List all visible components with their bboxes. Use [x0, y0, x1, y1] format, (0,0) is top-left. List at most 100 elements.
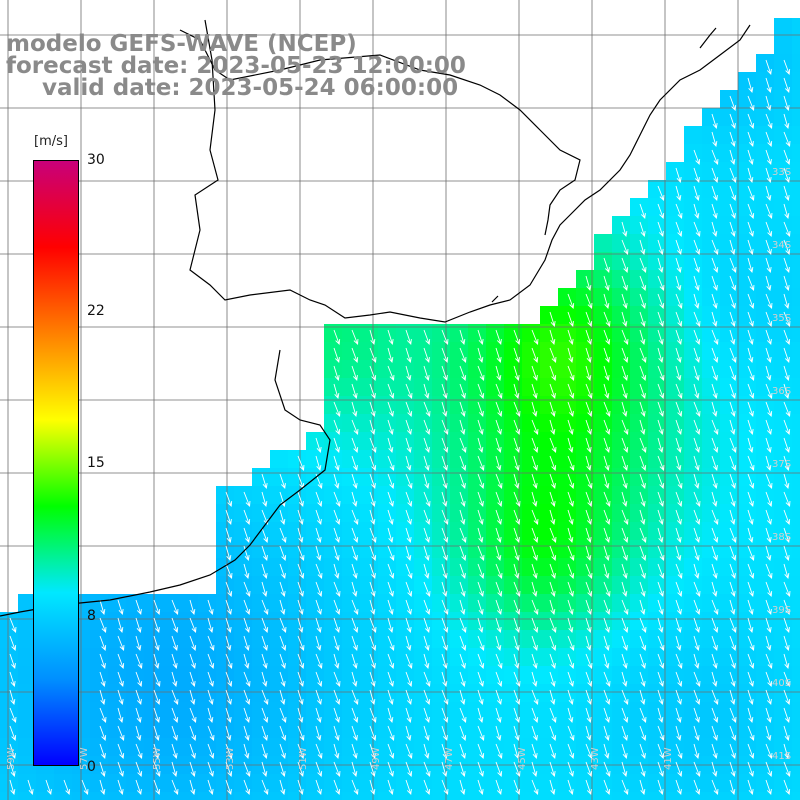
- wind-arrow: [639, 653, 646, 669]
- wind-arrow: [549, 689, 556, 705]
- wind-speed-cell: [630, 234, 648, 252]
- wind-speed-cell: [432, 792, 450, 800]
- wind-arrow: [621, 707, 629, 723]
- colorbar-tick-15: 15: [87, 455, 105, 471]
- wind-arrow: [513, 743, 520, 759]
- wind-speed-cell: [720, 792, 738, 800]
- wind-speed-cell: [180, 666, 198, 684]
- wind-speed-cell: [630, 540, 648, 558]
- wind-arrow: [423, 581, 431, 597]
- wind-arrow: [639, 635, 647, 651]
- wind-arrow: [621, 635, 628, 651]
- wind-speed-cell: [540, 738, 558, 756]
- wind-arrow: [783, 689, 791, 705]
- wind-speed-cell: [198, 792, 216, 800]
- wind-speed-cell: [702, 594, 720, 612]
- wind-arrow: [657, 293, 665, 309]
- wind-speed-cell: [720, 234, 738, 252]
- wind-speed-cell: [162, 648, 180, 666]
- wind-speed-cell: [738, 720, 756, 738]
- wind-arrow: [423, 437, 430, 453]
- wind-arrow: [783, 725, 790, 741]
- wind-speed-cell: [162, 738, 180, 756]
- wind-speed-cell: [630, 774, 648, 792]
- wind-arrow: [531, 617, 539, 633]
- wind-speed-cell: [306, 648, 324, 666]
- wind-arrow: [693, 257, 700, 273]
- wind-arrow: [783, 707, 790, 723]
- wind-arrow: [675, 419, 682, 435]
- wind-arrow: [441, 671, 448, 687]
- wind-arrow: [747, 599, 754, 615]
- latitude-label: 33S: [772, 167, 791, 178]
- wind-speed-cell: [684, 342, 702, 360]
- wind-arrow: [621, 293, 628, 309]
- wind-speed-cell: [702, 360, 720, 378]
- wind-speed-cell: [126, 702, 144, 720]
- wind-arrow: [9, 617, 17, 633]
- wind-speed-cell: [522, 666, 540, 684]
- wind-speed-cell: [738, 360, 756, 378]
- wind-speed-cell: [720, 126, 738, 144]
- wind-speed-cell: [162, 684, 180, 702]
- wind-arrow: [693, 437, 700, 453]
- wind-speed-cell: [684, 558, 702, 576]
- wind-arrow: [369, 473, 376, 489]
- wind-arrow: [693, 527, 700, 543]
- wind-speed-cell: [504, 486, 522, 504]
- wind-speed-cell: [234, 612, 252, 630]
- wind-arrow: [297, 545, 305, 561]
- wind-speed-cell: [18, 594, 36, 612]
- wind-speed-cell: [0, 738, 18, 756]
- latitude-label: 40S: [772, 678, 791, 689]
- wind-arrow: [261, 563, 268, 579]
- wind-speed-cell: [684, 414, 702, 432]
- wind-speed-cell: [612, 360, 630, 378]
- wind-speed-cell: [468, 450, 486, 468]
- wind-speed-cell: [324, 468, 342, 486]
- wind-speed-cell: [306, 558, 324, 576]
- wind-arrow: [207, 635, 215, 651]
- wind-arrow: [315, 581, 323, 597]
- wind-arrow: [765, 419, 772, 435]
- wind-arrow: [675, 293, 683, 309]
- wind-arrow: [153, 689, 161, 705]
- wind-speed-cell: [342, 486, 360, 504]
- wind-speed-cell: [540, 720, 558, 738]
- wind-arrow: [585, 275, 592, 291]
- wind-speed-cell: [792, 540, 800, 558]
- wind-speed-cell: [756, 684, 774, 702]
- wind-speed-cell: [684, 468, 702, 486]
- wind-arrow: [297, 617, 304, 633]
- wind-arrow: [513, 707, 520, 723]
- wind-arrow: [621, 329, 629, 345]
- wind-arrow: [675, 401, 683, 417]
- wind-arrow: [261, 599, 269, 615]
- wind-speed-cell: [324, 342, 342, 360]
- wind-arrow: [279, 725, 287, 741]
- wind-arrow: [315, 725, 322, 741]
- wind-speed-cell: [594, 702, 612, 720]
- wind-arrow: [747, 203, 755, 219]
- wind-arrow: [477, 545, 485, 561]
- wind-arrow: [423, 779, 431, 795]
- wind-speed-cell: [792, 252, 800, 270]
- wind-speed-cell: [0, 702, 18, 720]
- wind-speed-cell: [666, 378, 684, 396]
- wind-speed-cell: [612, 522, 630, 540]
- wind-speed-cell: [756, 270, 774, 288]
- wind-arrow: [423, 491, 431, 507]
- wind-arrow: [585, 311, 593, 327]
- wind-arrow: [693, 419, 701, 435]
- wind-arrow: [441, 545, 448, 561]
- wind-arrow: [117, 779, 124, 795]
- wind-speed-cell: [54, 774, 72, 792]
- wind-speed-cell: [576, 522, 594, 540]
- wind-arrow: [117, 617, 124, 633]
- wind-arrow: [369, 419, 376, 435]
- wind-arrow: [513, 599, 521, 615]
- wind-arrow: [585, 671, 593, 687]
- wind-speed-cell: [756, 666, 774, 684]
- wind-speed-cell: [360, 666, 378, 684]
